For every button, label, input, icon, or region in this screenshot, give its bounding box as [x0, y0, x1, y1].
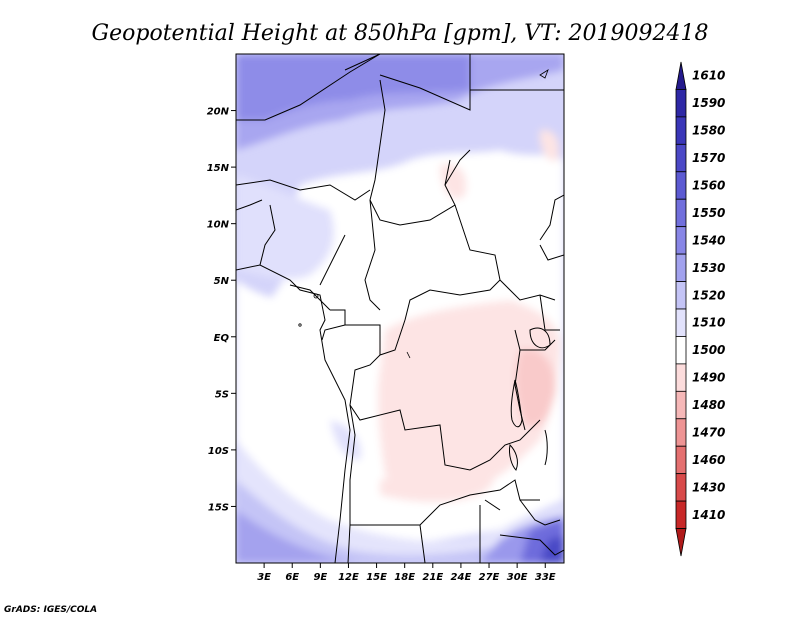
lat-tick-label: 5N [214, 276, 230, 287]
lat-tick-label: EQ [214, 333, 230, 344]
lon-tick-label: 33E [535, 572, 556, 583]
colorbar-label: 1490 [692, 371, 725, 385]
colorbar-label: 1470 [692, 426, 725, 440]
colorbar-label: 1480 [692, 398, 725, 412]
colorbar-swatch [675, 171, 687, 200]
colorbar-label: 1540 [692, 233, 725, 247]
colorbar-label: 1410 [692, 508, 725, 522]
lon-tick-label: 27E [479, 572, 500, 583]
latitude-axis: 20N 15N 10N 5N EQ 5S 10S 15S [207, 107, 236, 513]
colorbar-label: 1580 [692, 124, 725, 138]
islands [298, 69, 549, 359]
colorbar-label: 1610 [692, 69, 725, 83]
country-borders [236, 54, 564, 563]
colorbar-swatch [675, 336, 687, 365]
colorbar-label: 1560 [692, 179, 725, 193]
lon-tick-label: 21E [422, 572, 443, 583]
colorbar-swatch [675, 418, 687, 447]
lat-tick-label: 10S [208, 446, 229, 457]
colorbar-swatch [675, 198, 687, 228]
lon-tick-label: 6E [285, 572, 299, 583]
geopotential-map [236, 54, 564, 563]
colorbar-swatch [675, 226, 687, 255]
colorbar-swatch [675, 363, 687, 392]
lat-tick-label: 15N [207, 163, 230, 174]
lat-tick-label: 15S [208, 502, 229, 513]
lon-tick-label: 24E [451, 572, 472, 583]
lon-tick-label: 12E [338, 572, 359, 583]
colorbar-label: 1500 [692, 343, 725, 357]
colorbar-label: 1460 [692, 453, 725, 467]
lon-tick-label: 15E [366, 572, 387, 583]
colorbar-swatch [675, 308, 687, 337]
colorbar-label: 1430 [692, 480, 725, 494]
lon-tick-label: 9E [313, 572, 327, 583]
colorbar-swatch [675, 390, 687, 420]
colorbar-swatch [675, 61, 687, 90]
lon-tick-label: 30E [507, 572, 528, 583]
colorbar-swatch [675, 281, 687, 310]
colorbar-swatch [675, 445, 687, 475]
colorbar-label: 1530 [692, 261, 725, 275]
colorbar-label: 1570 [692, 151, 725, 165]
colorbar-label: 1520 [692, 288, 725, 302]
colorbar: 1610 1590 1580 1570 1560 1550 1540 1530 1520 1510… [675, 61, 725, 557]
colorbar-label: 1590 [692, 96, 725, 110]
lat-tick-label: 10N [207, 220, 230, 231]
lon-tick-label: 3E [257, 572, 271, 583]
height-field-shading [236, 54, 564, 563]
colorbar-swatch [675, 116, 687, 145]
chart-title: Geopotential Height at 850hPa [gpm], VT:… [92, 21, 709, 46]
lat-tick-label: 5S [215, 389, 229, 400]
lon-tick-label: 18E [394, 572, 415, 583]
colorbar-swatch [675, 500, 687, 529]
colorbar-label: 1550 [692, 206, 725, 220]
colorbar-swatch [675, 473, 687, 502]
longitude-axis: 3E 6E 9E 12E 15E 18E 21E 24E 27E 30E 33E [257, 563, 556, 583]
colorbar-swatch [675, 89, 687, 118]
colorbar-label: 1510 [692, 316, 725, 330]
colorbar-swatch [675, 528, 687, 557]
map-frame [235, 53, 565, 564]
colorbar-swatch [675, 253, 687, 282]
grads-credit: GrADS: IGES/COLA [4, 605, 97, 615]
lat-tick-label: 20N [207, 107, 230, 118]
colorbar-swatch [675, 143, 687, 173]
